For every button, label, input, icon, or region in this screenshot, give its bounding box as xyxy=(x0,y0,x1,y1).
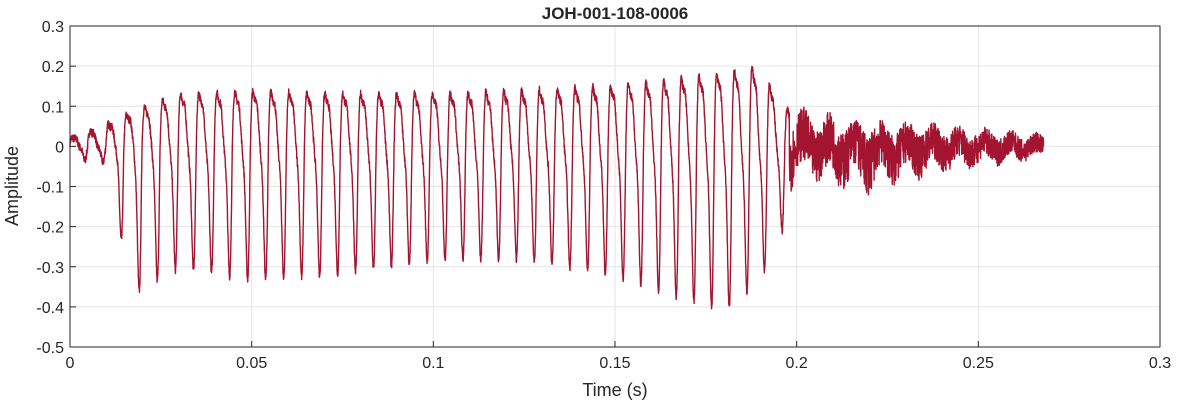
x-tick-label: 0.2 xyxy=(786,355,808,372)
y-tick-label: 0.1 xyxy=(42,99,64,116)
y-tick-label: 0.3 xyxy=(42,19,64,36)
chart-title: JOH-001-108-0006 xyxy=(542,4,688,23)
plot-frame xyxy=(69,25,1161,348)
x-axis-label: Time (s) xyxy=(582,380,647,400)
x-axis-ticks: 0 0.05 0.1 0.15 0.2 0.25 0.3 xyxy=(66,341,1171,372)
y-tick-label: -0.4 xyxy=(36,300,64,317)
y-tick-label: -0.5 xyxy=(36,340,64,357)
y-axis-label: Amplitude xyxy=(2,146,22,226)
y-tick-label: -0.2 xyxy=(36,220,64,237)
y-axis-ticks: -0.5 -0.4 -0.3 -0.2 -0.1 0 0.1 0.2 0.3 xyxy=(36,19,76,357)
y-tick-label: -0.1 xyxy=(36,180,64,197)
x-tick-label: 0.3 xyxy=(1149,355,1171,372)
x-tick-label: 0.1 xyxy=(422,355,444,372)
x-tick-label: 0 xyxy=(66,355,75,372)
x-tick-label: 0.25 xyxy=(963,355,994,372)
y-tick-label: -0.3 xyxy=(36,260,64,277)
x-tick-label: 0.15 xyxy=(599,355,630,372)
y-tick-label: 0.2 xyxy=(42,59,64,76)
y-tick-label: 0 xyxy=(55,139,64,156)
waveform-series xyxy=(69,65,1045,310)
x-tick-label: 0.05 xyxy=(236,355,267,372)
